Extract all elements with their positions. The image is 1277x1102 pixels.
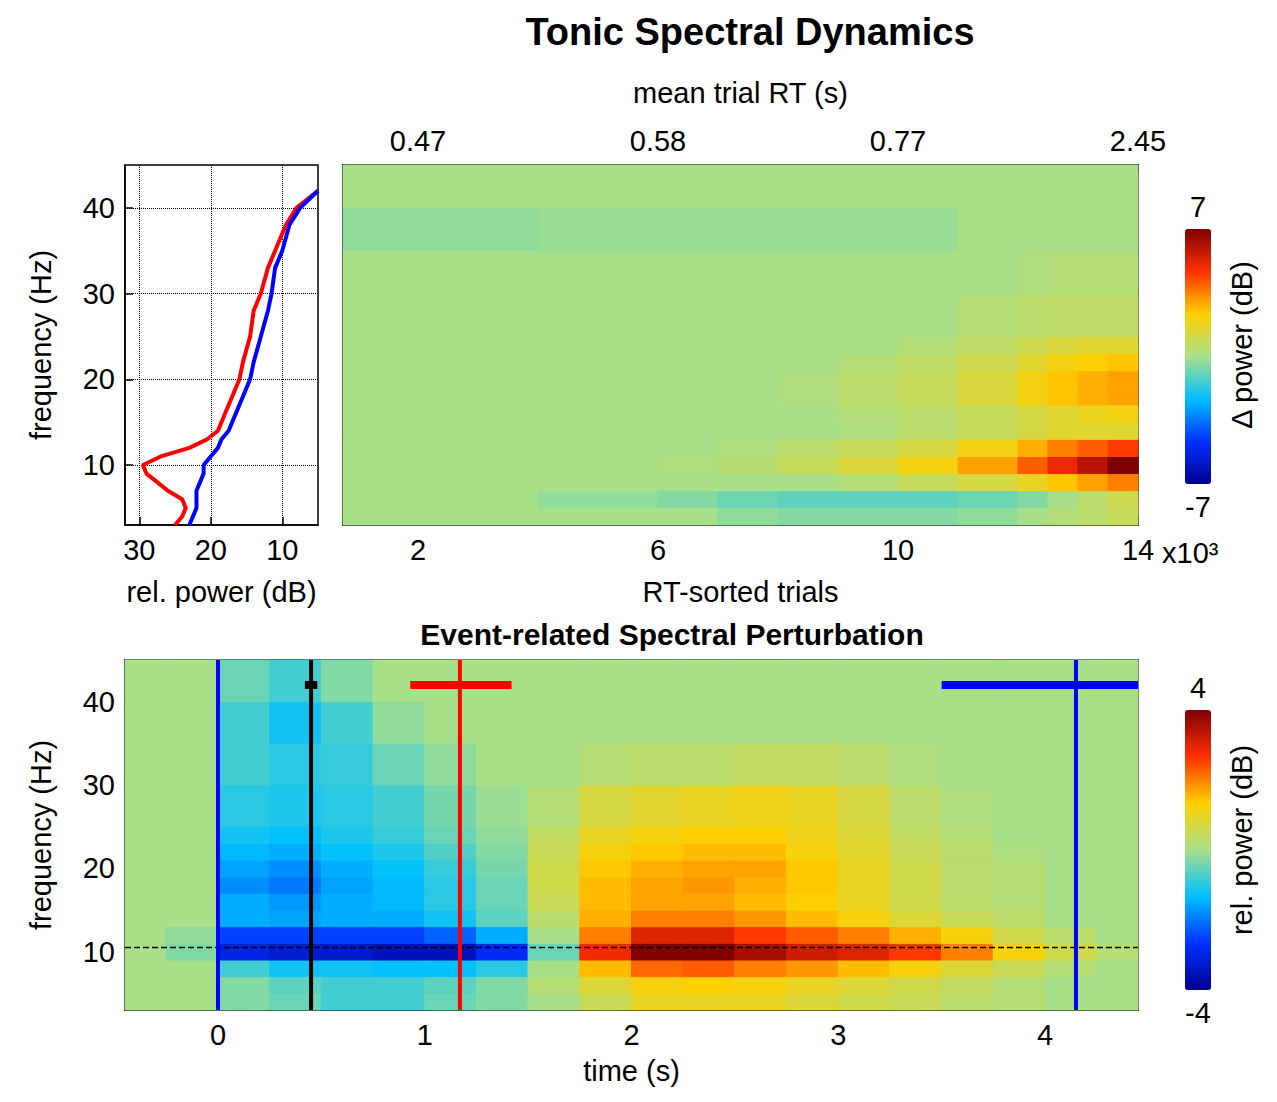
svg-text:10: 10 [83, 936, 115, 968]
svg-text:0.58: 0.58 [630, 125, 686, 157]
svg-text:2: 2 [410, 534, 426, 566]
svg-text:rel. power (dB): rel. power (dB) [1226, 745, 1258, 935]
svg-text:30: 30 [83, 769, 115, 801]
svg-text:frequency (Hz): frequency (Hz) [25, 740, 57, 930]
svg-text:-7: -7 [1185, 491, 1211, 523]
svg-text:20: 20 [195, 534, 227, 566]
svg-text:rel. power (dB): rel. power (dB) [126, 576, 316, 608]
svg-text:40: 40 [83, 192, 115, 224]
svg-text:30: 30 [83, 278, 115, 310]
svg-text:10: 10 [882, 534, 914, 566]
svg-text:Event-related Spectral Perturb: Event-related Spectral Perturbation [420, 618, 923, 651]
svg-text:10: 10 [83, 449, 115, 481]
svg-text:30: 30 [123, 534, 155, 566]
svg-text:time (s): time (s) [583, 1055, 680, 1087]
svg-text:0.47: 0.47 [390, 125, 446, 157]
svg-text:14: 14 [1122, 534, 1154, 566]
svg-text:40: 40 [83, 686, 115, 718]
svg-text:2.45: 2.45 [1110, 125, 1166, 157]
svg-text:frequency (Hz): frequency (Hz) [25, 250, 57, 440]
svg-text:mean trial RT (s): mean trial RT (s) [633, 77, 848, 109]
svg-text:6: 6 [650, 534, 666, 566]
svg-text:0: 0 [210, 1019, 226, 1051]
svg-text:Δ power (dB): Δ power (dB) [1226, 261, 1258, 429]
svg-text:20: 20 [83, 363, 115, 395]
svg-text:-4: -4 [1185, 997, 1211, 1029]
svg-text:RT-sorted trials: RT-sorted trials [642, 576, 838, 608]
svg-text:Tonic Spectral Dynamics: Tonic Spectral Dynamics [525, 11, 974, 53]
svg-text:4: 4 [1190, 672, 1206, 704]
svg-text:0.77: 0.77 [870, 125, 926, 157]
svg-text:10: 10 [266, 534, 298, 566]
svg-text:x10³: x10³ [1162, 537, 1219, 569]
svg-text:2: 2 [623, 1019, 639, 1051]
svg-text:4: 4 [1037, 1019, 1053, 1051]
svg-text:3: 3 [830, 1019, 846, 1051]
svg-text:20: 20 [83, 852, 115, 884]
svg-text:7: 7 [1190, 191, 1206, 223]
svg-text:1: 1 [417, 1019, 433, 1051]
